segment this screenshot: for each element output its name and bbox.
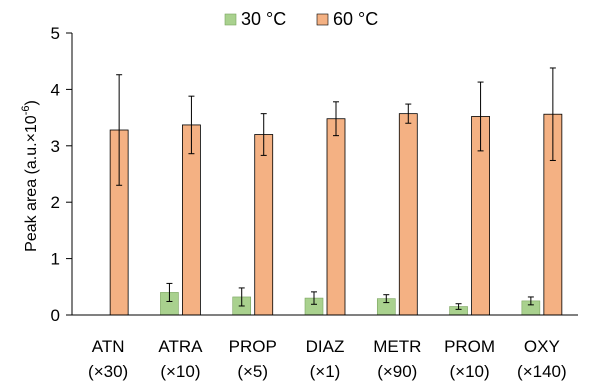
category-label: ATRA [158,337,203,356]
category-factor-label: (×10) [449,362,489,381]
legend-swatch [224,13,237,26]
bar-60C [254,134,274,316]
y-tick-label: 0 [51,306,60,325]
bar-60C [398,113,418,316]
category-label: METR [373,337,421,356]
category-factor-label: (×140) [517,362,567,381]
y-tick-label: 3 [51,137,60,156]
category-factor-label: (×1) [310,362,341,381]
legend-label: 30 °C [241,9,286,29]
category-factor-label: (×90) [377,362,417,381]
category-factor-label: (×10) [160,362,200,381]
legend-label: 60 °C [333,9,378,29]
y-tick-label: 5 [51,24,60,43]
y-tick-label: 2 [51,193,60,212]
bar-60C [326,118,346,316]
category-label: ATN [92,337,125,356]
y-tick-label: 4 [51,80,60,99]
category-factor-label: (×30) [88,362,128,381]
y-axis-title: Peak area (a.u.×10-6) [20,100,40,252]
category-label: DIAZ [306,337,345,356]
category-label: PROP [229,337,277,356]
category-label: OXY [524,337,560,356]
category-factor-label: (×5) [237,362,268,381]
legend-swatch [316,13,329,26]
category-label: PROM [444,337,495,356]
y-tick-label: 1 [51,250,60,269]
